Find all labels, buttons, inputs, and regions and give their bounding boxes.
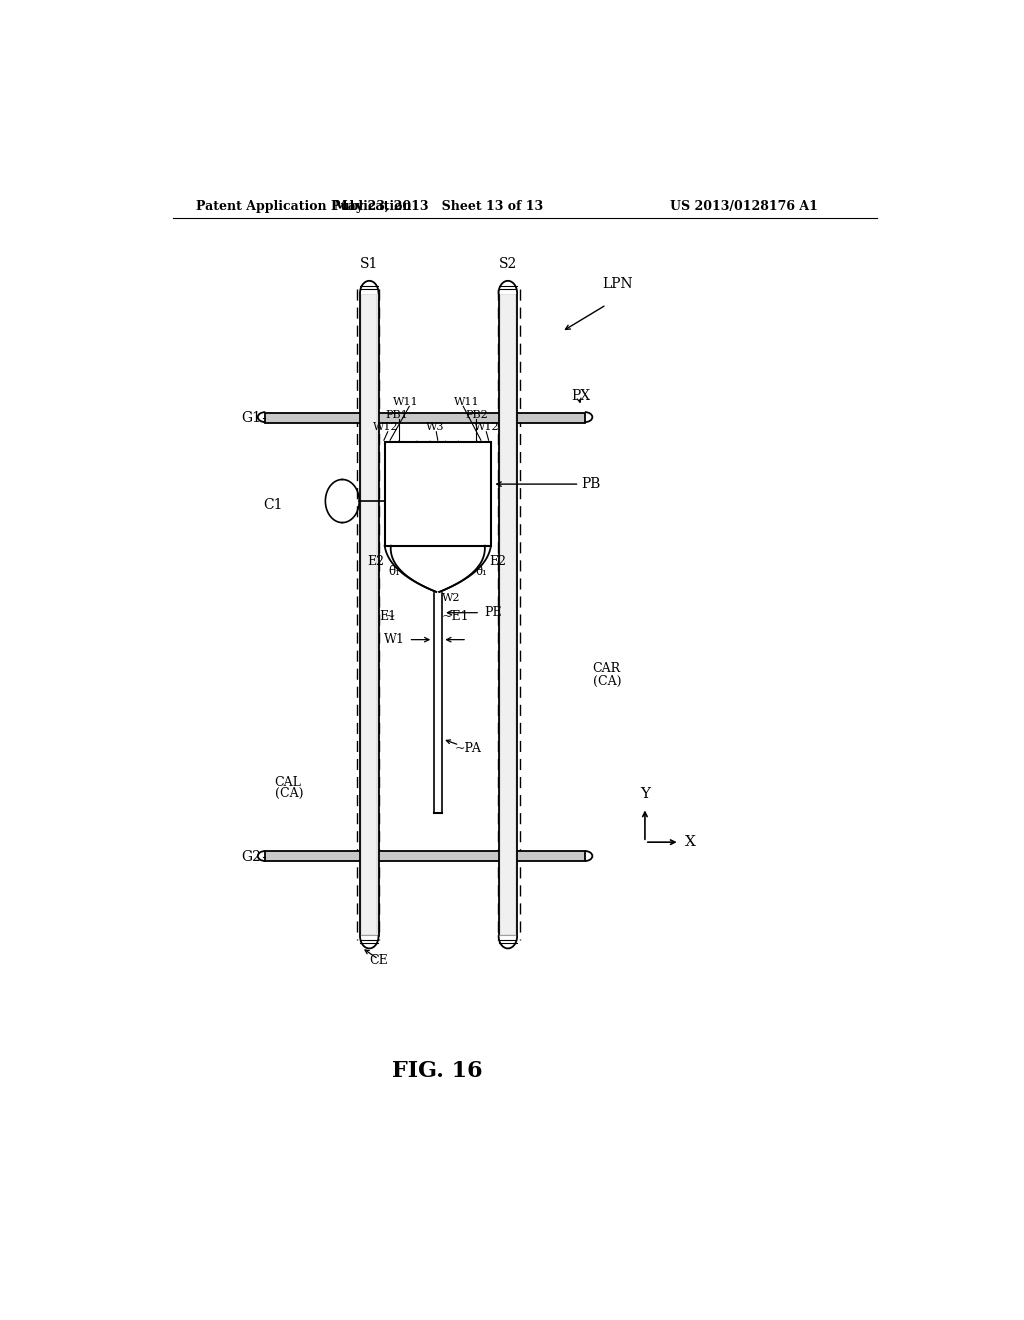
Text: W3: W3 [426, 422, 444, 432]
Text: PB: PB [581, 477, 600, 491]
Text: S2: S2 [499, 257, 517, 271]
Polygon shape [360, 281, 379, 293]
Text: Patent Application Publication: Patent Application Publication [196, 199, 412, 213]
Text: E2: E2 [368, 554, 385, 568]
Text: ~E1: ~E1 [441, 610, 469, 623]
Text: θ₁: θ₁ [475, 565, 486, 578]
Text: LPN: LPN [602, 277, 633, 290]
Text: (CA): (CA) [593, 675, 622, 688]
Bar [362, 296, 376, 933]
Text: W12: W12 [374, 422, 399, 432]
Bar [499, 293, 517, 936]
Text: ~PA: ~PA [455, 742, 481, 755]
Text: S1: S1 [360, 257, 379, 271]
Polygon shape [360, 936, 379, 948]
Text: PB1: PB1 [386, 409, 409, 420]
Bar [360, 293, 379, 936]
Text: CAR: CAR [593, 663, 621, 676]
Text: W12: W12 [474, 422, 500, 432]
Text: G2: G2 [242, 850, 261, 863]
Text: W2: W2 [441, 593, 460, 603]
Polygon shape [499, 281, 517, 293]
Text: PE: PE [484, 606, 502, 619]
Text: C1: C1 [263, 498, 283, 512]
Text: G1: G1 [242, 411, 261, 425]
Text: US 2013/0128176 A1: US 2013/0128176 A1 [670, 199, 817, 213]
Bar [501, 296, 515, 933]
Bar [265, 851, 585, 862]
Bar [385, 442, 490, 545]
Bar [265, 412, 585, 422]
Text: FIG. 16: FIG. 16 [392, 1060, 483, 1082]
Text: PX: PX [571, 388, 590, 403]
Text: ~: ~ [385, 610, 395, 623]
Text: May 23, 2013   Sheet 13 of 13: May 23, 2013 Sheet 13 of 13 [334, 199, 543, 213]
Text: θ₁: θ₁ [388, 565, 399, 578]
Text: E1: E1 [379, 610, 396, 623]
Text: E2: E2 [489, 554, 507, 568]
Text: W11: W11 [393, 397, 419, 407]
Text: Y: Y [640, 787, 650, 800]
Text: CE: CE [370, 954, 388, 968]
Text: W11: W11 [454, 397, 479, 407]
Text: W1: W1 [384, 634, 404, 647]
Polygon shape [499, 936, 517, 948]
Text: PB2: PB2 [465, 409, 487, 420]
Text: (CA): (CA) [274, 787, 303, 800]
Text: CAL: CAL [274, 776, 301, 788]
Text: X: X [685, 836, 696, 849]
